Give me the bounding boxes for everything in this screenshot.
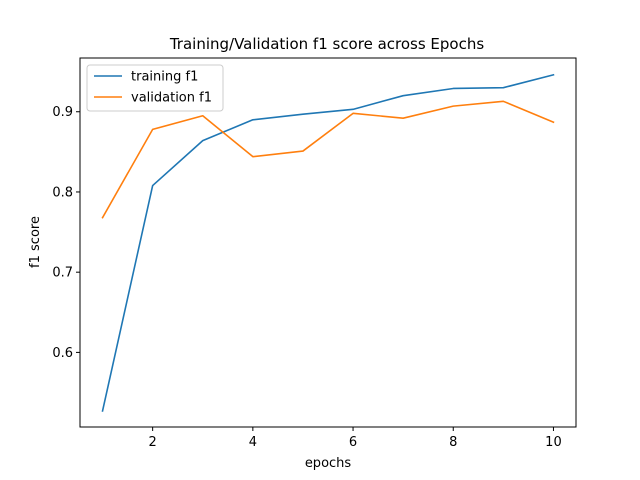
x-axis-label: epochs xyxy=(305,456,352,471)
x-tick-label: 2 xyxy=(149,435,157,450)
plot-frame xyxy=(79,57,577,428)
y-axis-label: f1 score xyxy=(28,216,43,268)
x-tick-label: 8 xyxy=(449,435,457,450)
chart-title: Training/Validation f1 score across Epoc… xyxy=(169,35,485,53)
series-line-1 xyxy=(101,73,555,412)
x-tick-label: 6 xyxy=(349,435,357,450)
legend-label-2: validation f1 xyxy=(131,91,212,106)
y-axis: 0.6 0.7 0.8 0.9 xyxy=(52,105,80,361)
legend: training f1 validation f1 xyxy=(86,64,224,112)
x-tick-label: 4 xyxy=(249,435,257,450)
y-tick-label: 0.8 xyxy=(52,185,73,200)
series-layer xyxy=(101,73,555,412)
y-tick-label: 0.6 xyxy=(52,346,73,361)
x-tick-label: 10 xyxy=(545,435,562,450)
legend-label-1: training f1 xyxy=(131,70,198,85)
y-tick-label: 0.7 xyxy=(52,266,73,281)
y-tick-label: 0.9 xyxy=(52,105,73,120)
x-axis: 2 4 6 8 10 xyxy=(149,427,562,450)
series-line-2 xyxy=(101,100,555,219)
